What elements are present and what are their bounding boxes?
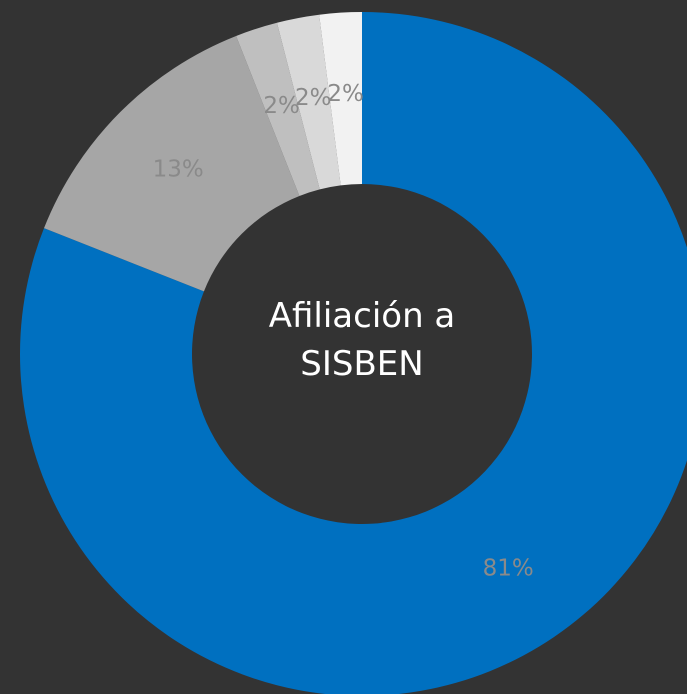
slice	[20, 12, 687, 694]
data-label: 2%	[263, 93, 300, 119]
slice	[319, 12, 362, 186]
data-label: 2%	[327, 81, 364, 107]
slice	[236, 22, 320, 196]
slice	[44, 36, 300, 292]
data-label: 2%	[295, 85, 332, 111]
data-label: 13%	[153, 157, 204, 183]
slice	[276, 14, 341, 190]
chart-title: Afiliación a SISBEN	[268, 296, 456, 384]
data-label: 81%	[483, 556, 534, 582]
